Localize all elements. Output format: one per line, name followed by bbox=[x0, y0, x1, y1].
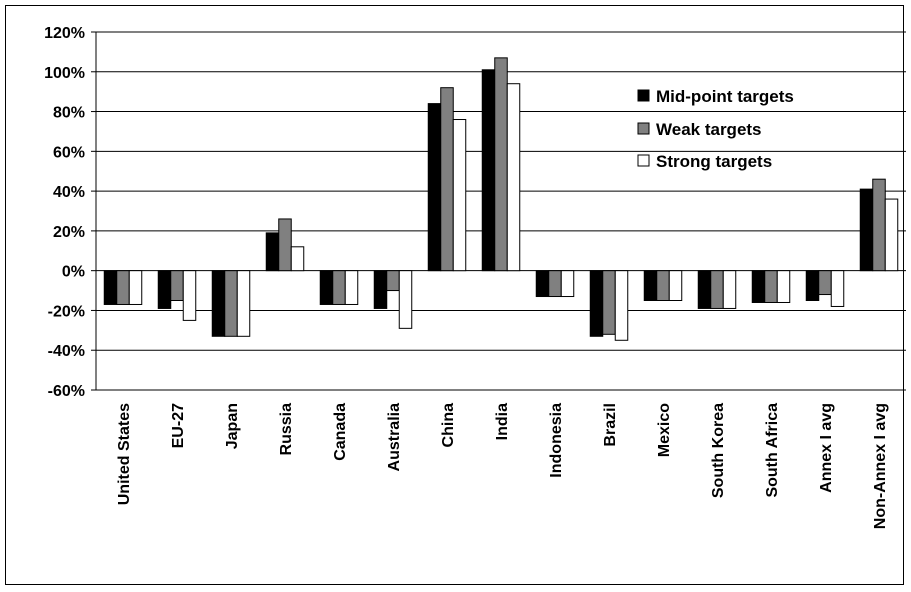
y-tick-label: 0% bbox=[62, 264, 85, 281]
bar bbox=[319, 270, 334, 305]
legend-swatch bbox=[637, 122, 650, 135]
bar bbox=[386, 270, 400, 292]
x-category-label: United States bbox=[116, 403, 133, 505]
bar bbox=[506, 83, 521, 272]
bar bbox=[764, 270, 778, 303]
bar bbox=[805, 270, 820, 301]
bar bbox=[290, 246, 305, 272]
bar bbox=[332, 270, 346, 305]
bar bbox=[751, 270, 766, 303]
bar bbox=[668, 270, 683, 301]
bar bbox=[128, 270, 143, 305]
bar bbox=[560, 270, 575, 298]
x-category-label: South Korea bbox=[710, 403, 727, 498]
bar bbox=[481, 69, 496, 272]
x-category-label: South Africa bbox=[764, 403, 781, 498]
bar bbox=[614, 270, 629, 341]
bar bbox=[602, 270, 616, 335]
bar bbox=[103, 270, 118, 305]
y-tick-label: 120% bbox=[44, 25, 85, 42]
bar bbox=[776, 270, 791, 303]
bar bbox=[494, 57, 508, 272]
bar bbox=[535, 270, 550, 298]
legend-swatch bbox=[637, 89, 650, 102]
y-tick-label: 100% bbox=[44, 65, 85, 82]
x-category-label: China bbox=[440, 403, 457, 448]
x-category-label: Brazil bbox=[602, 403, 619, 447]
bar bbox=[427, 103, 442, 272]
bar bbox=[224, 270, 238, 337]
bar bbox=[278, 218, 292, 272]
bar bbox=[872, 178, 886, 272]
y-tick-label: -60% bbox=[48, 383, 85, 400]
x-category-label: EU-27 bbox=[170, 403, 187, 448]
bar bbox=[236, 270, 251, 337]
bar bbox=[656, 270, 670, 301]
bar bbox=[170, 270, 184, 301]
legend-label: Strong targets bbox=[656, 152, 772, 171]
x-category-label: Canada bbox=[332, 403, 349, 461]
bar bbox=[643, 270, 658, 301]
bar bbox=[157, 270, 172, 309]
bar bbox=[265, 232, 280, 272]
x-category-label: Japan bbox=[224, 403, 241, 449]
bar bbox=[884, 198, 899, 272]
bar bbox=[440, 87, 454, 272]
y-tick-label: 60% bbox=[53, 144, 85, 161]
x-category-label: Mexico bbox=[656, 403, 673, 457]
bar bbox=[830, 270, 845, 307]
bar bbox=[818, 270, 832, 296]
bar bbox=[452, 119, 467, 272]
legend-swatch bbox=[637, 154, 650, 167]
y-tick-label: 80% bbox=[53, 105, 85, 122]
bar bbox=[548, 270, 562, 298]
bar bbox=[211, 270, 226, 337]
y-tick-label: 20% bbox=[53, 224, 85, 241]
x-category-label: Indonesia bbox=[548, 403, 565, 478]
x-category-label: Australia bbox=[386, 403, 403, 472]
legend-label: Weak targets bbox=[656, 120, 762, 139]
legend-label: Mid-point targets bbox=[656, 87, 794, 106]
bar bbox=[859, 188, 874, 272]
x-category-label: Russia bbox=[278, 403, 295, 456]
bar bbox=[373, 270, 388, 309]
bar bbox=[116, 270, 130, 305]
bar bbox=[710, 270, 724, 309]
y-tick-label: 40% bbox=[53, 184, 85, 201]
bar bbox=[697, 270, 712, 309]
bar bbox=[182, 270, 197, 321]
bar bbox=[589, 270, 604, 337]
bar bbox=[344, 270, 359, 305]
bar bbox=[398, 270, 413, 329]
bar bbox=[722, 270, 737, 309]
y-tick-label: -40% bbox=[48, 343, 85, 360]
x-category-label: India bbox=[494, 403, 511, 440]
x-category-label: Annex I avg bbox=[818, 403, 835, 493]
x-category-label: Non-Annex I avg bbox=[872, 403, 889, 529]
y-tick-label: -20% bbox=[48, 303, 85, 320]
